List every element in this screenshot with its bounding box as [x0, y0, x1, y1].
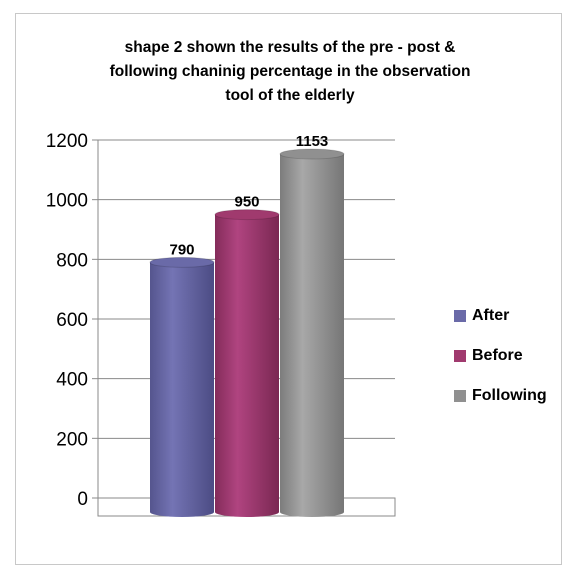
y-axis-ticks: 0 200 400 600 800 1000 1200 — [46, 131, 88, 510]
legend-item-before: Before — [454, 336, 547, 376]
bars — [149, 148, 345, 518]
y-tick-label-1000: 1000 — [46, 191, 88, 212]
data-label-following: 1153 — [296, 133, 329, 150]
data-labels: 790 950 1153 — [169, 133, 328, 258]
chart-title-line-3: tool of the elderly — [225, 87, 355, 104]
chart-title-line-1: shape 2 shown the results of the pre - p… — [124, 39, 456, 56]
legend-swatch-after — [454, 310, 466, 322]
bar-cap-after — [149, 256, 215, 268]
y-tick-label-800: 800 — [56, 250, 88, 271]
y-tick-label-600: 600 — [56, 310, 88, 331]
y-tick-label-400: 400 — [56, 370, 88, 391]
y-tick-label-1200: 1200 — [46, 131, 88, 152]
legend-swatch-before — [454, 350, 466, 362]
legend-item-following: Following — [454, 376, 547, 416]
bar-body-before — [215, 214, 279, 518]
bar-body-following — [280, 154, 344, 517]
bar-following — [279, 148, 345, 517]
legend-label-after: After — [472, 307, 510, 324]
legend-swatch-following — [454, 390, 466, 402]
bar-after — [149, 256, 215, 517]
bar-body-after — [150, 262, 214, 517]
bar-before — [214, 209, 280, 518]
legend: After Before Following — [454, 296, 547, 416]
bar-cap-before — [214, 209, 280, 221]
legend-label-following: Following — [472, 387, 547, 404]
data-label-after: 790 — [169, 241, 194, 258]
chart-title: shape 2 shown the results of the pre - p… — [60, 36, 520, 108]
bar-cap-following — [279, 148, 345, 160]
y-tick-label-200: 200 — [56, 429, 88, 450]
chart-title-line-2: following chaninig percentage in the obs… — [109, 63, 471, 80]
y-tick-label-0: 0 — [77, 489, 88, 510]
legend-item-after: After — [454, 296, 547, 336]
data-label-before: 950 — [234, 194, 259, 211]
legend-label-before: Before — [472, 347, 523, 364]
